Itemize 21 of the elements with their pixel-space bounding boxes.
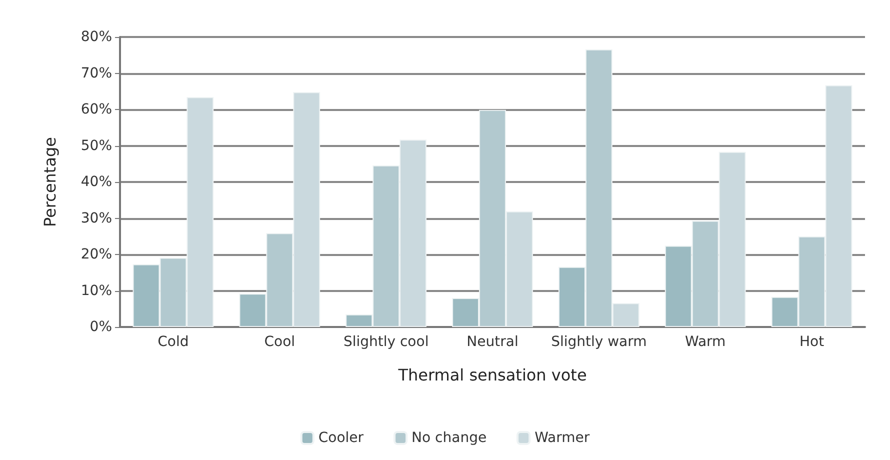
x-tick-label: Warm (685, 334, 726, 350)
x-tick-label: Cool (264, 334, 296, 350)
x-tick-label: Hot (799, 334, 825, 350)
x-tick-label: Neutral (466, 334, 518, 350)
y-tick-label: 0% (90, 319, 112, 335)
y-tick-label: 80% (80, 29, 112, 45)
y-tick-label: 50% (80, 138, 112, 154)
legend-label: Cooler (318, 430, 364, 446)
y-axis-title: Percentage (40, 136, 60, 228)
y-tick-label: 30% (80, 210, 112, 226)
y-tick-label: 20% (80, 246, 112, 262)
y-tick-label: 40% (80, 174, 112, 190)
legend-label: No change (412, 430, 487, 446)
y-tick-label: 60% (80, 102, 112, 118)
y-tick-label: 10% (80, 282, 112, 299)
x-tick-label: Cold (158, 334, 189, 350)
x-tick-label: Slightly cool (343, 334, 429, 350)
x-tick-label: Slightly warm (551, 334, 647, 350)
y-tick-label: 70% (80, 65, 112, 82)
x-axis-title: Thermal sensation vote (397, 366, 587, 384)
legend-label: Warmer (534, 430, 590, 446)
